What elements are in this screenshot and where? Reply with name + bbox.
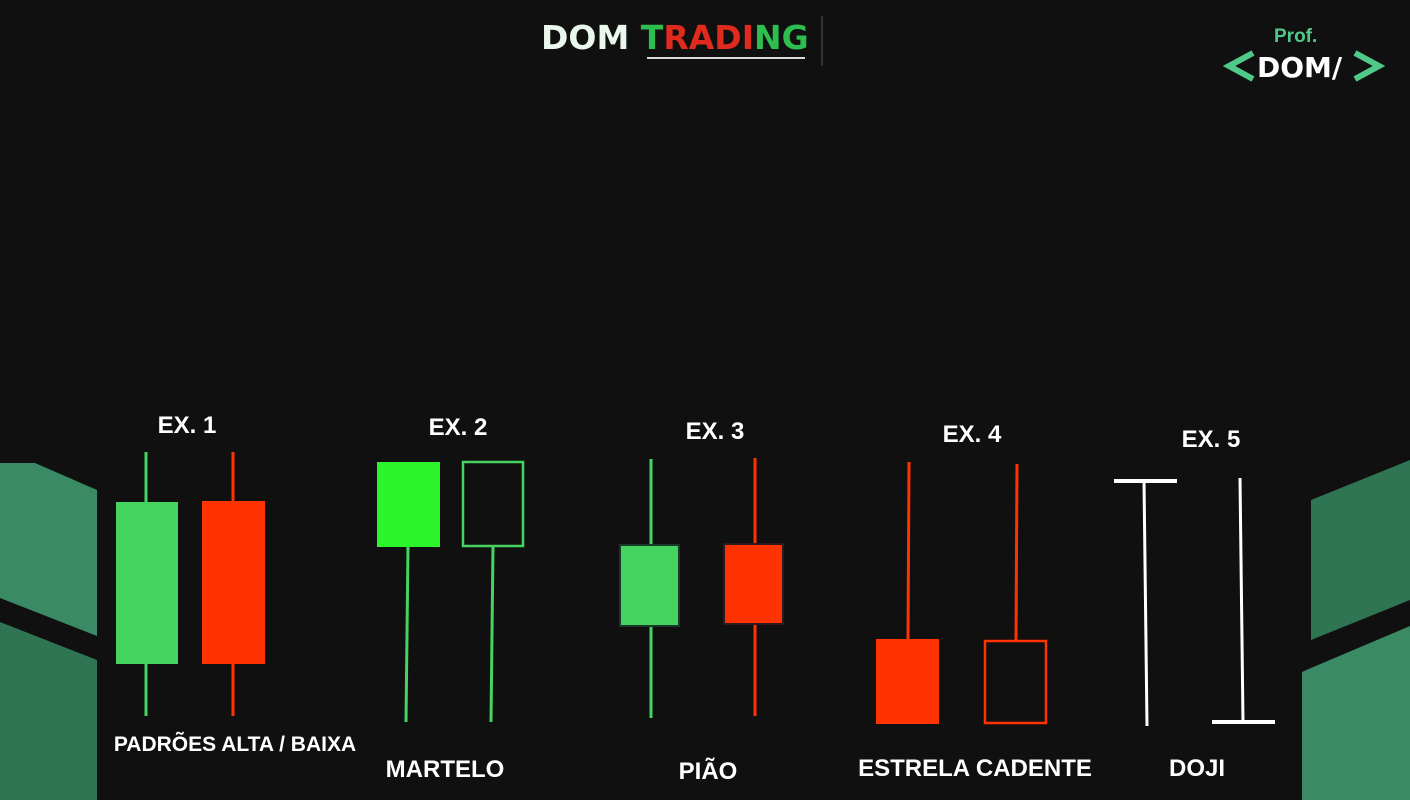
ex4-solid-body <box>876 639 939 724</box>
brand-letter-d: D <box>714 18 742 57</box>
ex2-label: EX. 2 <box>428 414 488 441</box>
ex1-title: PADRÕES ALTA / BAIXA <box>113 733 357 756</box>
ex3-title: PIÃO <box>678 758 738 785</box>
code-brackets-icon <box>1222 50 1386 82</box>
ex3-bear-body <box>723 543 784 625</box>
ex4-candles <box>876 461 1048 725</box>
left-panel-lower <box>0 622 97 800</box>
author-name: DOM/ <box>1257 51 1343 84</box>
left-panel-upper <box>0 463 97 636</box>
ex4-hollow-wick <box>1014 463 1019 643</box>
brand-letter-a: A <box>688 18 715 57</box>
ex4-solid-wick <box>906 461 911 641</box>
brand-letter-n: N <box>753 18 782 57</box>
right-panel-lower <box>1302 626 1410 800</box>
ex1-bear-body <box>202 501 265 664</box>
brand-word-dom: DOM <box>541 18 630 57</box>
ex2-solid-body <box>377 462 440 547</box>
ex4-title: ESTRELA CADENTE <box>858 755 1092 782</box>
brand-letter-r: R <box>663 18 689 57</box>
brand-letter-g: G <box>781 18 809 57</box>
logo-mark: DOM TRADING <box>535 16 823 66</box>
ex2-hollow-body <box>461 460 525 548</box>
ex2-solid-wick <box>404 545 410 723</box>
ex3-label: EX. 3 <box>685 418 745 445</box>
ex2-title: MARTELO <box>385 756 505 783</box>
ex5-title: DOJI <box>1168 755 1225 782</box>
author-label: Prof. <box>1274 26 1318 47</box>
ex3-candles <box>619 458 784 718</box>
ex5-dragonfly-wick <box>1238 477 1245 723</box>
ex5-gravestone-wick <box>1142 480 1149 727</box>
ex1-candles <box>116 452 265 716</box>
ex3-bull-body <box>619 544 680 627</box>
ex4-hollow-body <box>983 639 1048 725</box>
ex2-candles <box>377 460 525 723</box>
ex1-label: EX. 1 <box>157 412 217 439</box>
ex5-label: EX. 5 <box>1181 426 1241 453</box>
brand-title: DOM TRADING <box>541 18 809 57</box>
ex4-label: EX. 4 <box>942 421 1002 448</box>
ex1-bull-body <box>116 502 178 664</box>
ex2-hollow-wick <box>489 545 495 723</box>
brand-letter-i: I <box>741 18 754 57</box>
ex5-candles <box>1114 477 1275 727</box>
brand-letter-t: T <box>640 18 664 57</box>
author-badge: Prof. DOM/ <box>1222 24 1387 88</box>
brand-underline <box>647 57 805 59</box>
right-panel-upper <box>1311 460 1410 640</box>
